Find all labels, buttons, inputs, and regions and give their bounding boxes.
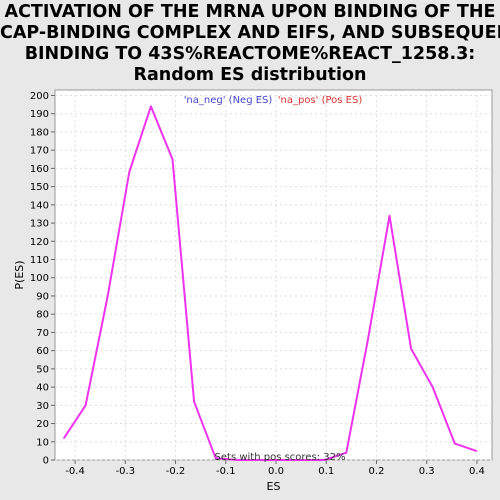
x-tick-label: -0.4: [65, 466, 85, 477]
data-point: [193, 401, 195, 403]
x-tick-label: -0.1: [216, 466, 236, 477]
y-tick-label: 140: [30, 200, 49, 211]
data-point: [107, 295, 109, 297]
data-point: [389, 215, 391, 217]
y-tick-label: 80: [36, 310, 49, 321]
pos-scores-annotation: Sets with pos scores: 32%: [215, 452, 346, 463]
y-tick-label: 120: [30, 237, 49, 248]
y-tick-label: 110: [30, 255, 49, 266]
y-axis: 0 10 20 30 40 50 60 70 80 90 100 110 120 130 140 150 160…: [30, 91, 55, 467]
x-axis-label: ES: [267, 480, 281, 493]
y-tick-label: 0: [43, 456, 49, 467]
y-tick-label: 180: [30, 127, 49, 138]
x-tick-label: 0.1: [318, 466, 334, 477]
y-tick-label: 150: [30, 182, 49, 193]
y-tick-label: 130: [30, 219, 49, 230]
data-point: [410, 348, 412, 350]
y-tick-label: 70: [36, 328, 49, 339]
y-tick-label: 100: [30, 273, 49, 284]
data-point: [150, 106, 152, 108]
y-tick-label: 90: [36, 291, 49, 302]
x-tick-label: 0.2: [369, 466, 385, 477]
y-tick-label: 10: [36, 437, 49, 448]
y-tick-label: 60: [36, 346, 49, 357]
y-tick-label: 160: [30, 164, 49, 175]
y-tick-label: 50: [36, 364, 49, 375]
data-point: [129, 171, 131, 173]
y-tick-label: 30: [36, 401, 49, 412]
x-tick-label: -0.3: [116, 466, 136, 477]
y-tick-label: 40: [36, 383, 49, 394]
x-tick-label: 0.3: [419, 466, 435, 477]
y-tick-label: 170: [30, 146, 49, 157]
data-point: [432, 386, 434, 388]
data-point: [346, 452, 348, 454]
data-point: [85, 405, 87, 407]
data-point: [63, 437, 65, 439]
legend-entry-neg: 'na_neg' (Neg ES): [184, 95, 273, 106]
x-tick-label: 0.4: [469, 466, 485, 477]
data-point: [367, 339, 369, 341]
y-tick-label: 200: [30, 91, 49, 102]
data-point: [172, 158, 174, 160]
y-tick-label: 20: [36, 419, 49, 430]
x-tick-label: 0.0: [268, 466, 284, 477]
x-tick-label: -0.2: [166, 466, 186, 477]
y-tick-label: 190: [30, 109, 49, 120]
data-point: [454, 443, 456, 445]
data-point: [476, 450, 478, 452]
legend-entry-pos: 'na_pos' (Pos ES): [278, 95, 363, 106]
y-axis-label: P(ES): [13, 260, 26, 289]
